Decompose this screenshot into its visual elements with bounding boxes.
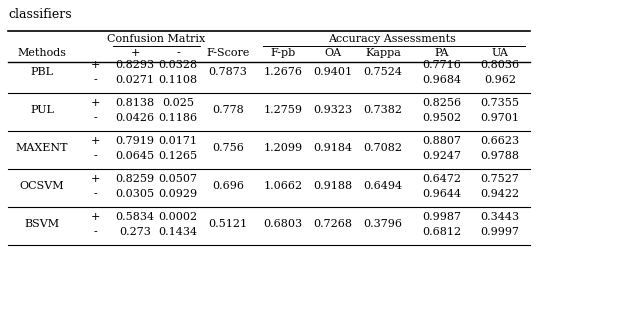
Text: 0.8293: 0.8293: [115, 60, 155, 70]
Text: 0.9644: 0.9644: [422, 189, 461, 199]
Text: F-Score: F-Score: [206, 48, 250, 58]
Text: 0.696: 0.696: [212, 181, 244, 191]
Text: 0.8807: 0.8807: [422, 136, 461, 146]
Text: -: -: [93, 227, 97, 237]
Text: 0.9684: 0.9684: [422, 75, 461, 85]
Text: 0.0645: 0.0645: [115, 151, 155, 161]
Text: 0.9188: 0.9188: [314, 181, 353, 191]
Text: PUL: PUL: [30, 105, 54, 115]
Text: 0.7873: 0.7873: [209, 67, 248, 77]
Text: 0.9323: 0.9323: [314, 105, 353, 115]
Text: Methods: Methods: [17, 48, 67, 58]
Text: 0.6472: 0.6472: [422, 174, 461, 184]
Text: -: -: [93, 189, 97, 199]
Text: 0.778: 0.778: [212, 105, 244, 115]
Text: +: +: [90, 174, 100, 184]
Text: F-pb: F-pb: [270, 48, 296, 58]
Text: 0.1108: 0.1108: [159, 75, 198, 85]
Text: 0.9997: 0.9997: [481, 227, 520, 237]
Text: 0.962: 0.962: [484, 75, 516, 85]
Text: 0.8259: 0.8259: [115, 174, 155, 184]
Text: 0.0171: 0.0171: [159, 136, 198, 146]
Text: 0.025: 0.025: [162, 98, 194, 108]
Text: 0.0507: 0.0507: [159, 174, 198, 184]
Text: 0.6494: 0.6494: [364, 181, 403, 191]
Text: 0.7524: 0.7524: [364, 67, 403, 77]
Text: 0.9401: 0.9401: [314, 67, 353, 77]
Text: 0.0328: 0.0328: [159, 60, 198, 70]
Text: OCSVM: OCSVM: [20, 181, 64, 191]
Text: 0.9701: 0.9701: [481, 113, 520, 123]
Text: 0.1186: 0.1186: [159, 113, 198, 123]
Text: 0.9422: 0.9422: [481, 189, 520, 199]
Text: 0.8138: 0.8138: [115, 98, 155, 108]
Text: +: +: [90, 98, 100, 108]
Text: 0.273: 0.273: [119, 227, 151, 237]
Text: 0.7082: 0.7082: [364, 143, 403, 153]
Text: 0.9502: 0.9502: [422, 113, 461, 123]
Text: 0.9987: 0.9987: [422, 212, 461, 222]
Text: 0.0426: 0.0426: [115, 113, 155, 123]
Text: OA: OA: [324, 48, 342, 58]
Text: 0.6812: 0.6812: [422, 227, 461, 237]
Text: -: -: [93, 75, 97, 85]
Text: 0.7355: 0.7355: [481, 98, 520, 108]
Text: 0.6803: 0.6803: [264, 219, 303, 229]
Text: -: -: [93, 113, 97, 123]
Text: -: -: [93, 151, 97, 161]
Text: 0.9184: 0.9184: [314, 143, 353, 153]
Text: +: +: [131, 48, 140, 58]
Text: 0.7716: 0.7716: [422, 60, 461, 70]
Text: 0.7919: 0.7919: [115, 136, 154, 146]
Text: +: +: [90, 60, 100, 70]
Text: 0.8036: 0.8036: [481, 60, 520, 70]
Text: 0.1434: 0.1434: [159, 227, 198, 237]
Text: Accuracy Assessments: Accuracy Assessments: [328, 34, 456, 44]
Text: PBL: PBL: [31, 67, 54, 77]
Text: 0.5834: 0.5834: [115, 212, 155, 222]
Text: PA: PA: [435, 48, 449, 58]
Text: 0.0305: 0.0305: [115, 189, 155, 199]
Text: 0.0002: 0.0002: [159, 212, 198, 222]
Text: -: -: [176, 48, 180, 58]
Text: 1.2099: 1.2099: [264, 143, 303, 153]
Text: 0.9247: 0.9247: [422, 151, 461, 161]
Text: 0.7382: 0.7382: [364, 105, 403, 115]
Text: 0.5121: 0.5121: [209, 219, 248, 229]
Text: 1.2759: 1.2759: [264, 105, 303, 115]
Text: classifiers: classifiers: [8, 8, 72, 21]
Text: 0.7268: 0.7268: [314, 219, 353, 229]
Text: 0.8256: 0.8256: [422, 98, 461, 108]
Text: MAXENT: MAXENT: [16, 143, 68, 153]
Text: 0.7527: 0.7527: [481, 174, 520, 184]
Text: UA: UA: [492, 48, 508, 58]
Text: 0.756: 0.756: [212, 143, 244, 153]
Text: 1.0662: 1.0662: [264, 181, 303, 191]
Text: +: +: [90, 136, 100, 146]
Text: 0.6623: 0.6623: [481, 136, 520, 146]
Text: Confusion Matrix: Confusion Matrix: [108, 34, 205, 44]
Text: 0.0929: 0.0929: [159, 189, 198, 199]
Text: 0.3443: 0.3443: [481, 212, 520, 222]
Text: BSVM: BSVM: [24, 219, 60, 229]
Text: 0.9788: 0.9788: [481, 151, 520, 161]
Text: 0.3796: 0.3796: [364, 219, 403, 229]
Text: 1.2676: 1.2676: [264, 67, 303, 77]
Text: Kappa: Kappa: [365, 48, 401, 58]
Text: 0.0271: 0.0271: [115, 75, 154, 85]
Text: +: +: [90, 212, 100, 222]
Text: 0.1265: 0.1265: [159, 151, 198, 161]
